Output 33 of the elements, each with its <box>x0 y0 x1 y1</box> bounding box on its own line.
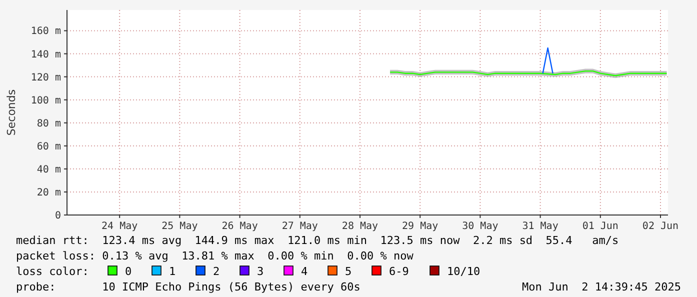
x-tick-label: 25 May <box>162 221 198 232</box>
x-tick-label: 24 May <box>102 221 138 232</box>
y-tick-label: 160 m <box>30 26 61 38</box>
y-tick-label: 120 m <box>30 72 61 84</box>
x-tick-label: 30 May <box>462 221 498 232</box>
legend-label: 5 <box>345 265 352 278</box>
text: packet loss: 0.13 % avg 13.81 % max 0.00 % min 0.00 % now <box>16 250 414 262</box>
y-tick-label: 60 m <box>36 141 61 152</box>
y-tick-label: 0 <box>54 210 61 222</box>
y-tick-label: 80 m <box>36 118 61 130</box>
x-tick-label: 27 May <box>282 221 318 232</box>
y-tick-label: 20 m <box>36 187 61 198</box>
y-tick-label: 100 m <box>30 95 61 106</box>
text: probe: 10 ICMP Echo Pings (56 Bytes) every 60s <box>16 280 360 294</box>
legend-label: 10/10 <box>447 265 480 278</box>
x-tick-label: 31 May <box>522 221 558 232</box>
text: Mon Jun 2 14:39:45 2025 <box>522 280 681 294</box>
legend-title: loss color: <box>16 265 89 278</box>
text: median rtt: 123.4 ms avg 144.9 ms max 121.0 ms min 123.5 ms now 2.2 ms sd 55.4 am/s <box>16 234 619 247</box>
legend-label: 4 <box>301 265 308 278</box>
legend-label: 6-9 <box>389 265 409 278</box>
legend-label: 1 <box>169 265 176 278</box>
y-axis-title: Seconds <box>5 89 18 136</box>
x-tick-label: 01 Jun <box>582 221 618 232</box>
legend-label: 2 <box>213 265 220 278</box>
x-tick-label: 29 May <box>402 221 438 232</box>
x-tick-label: 26 May <box>222 221 258 232</box>
legend-label: 0 <box>125 265 132 278</box>
x-tick-label: 28 May <box>342 221 378 232</box>
x-tick-label: 02 Jun <box>642 221 679 232</box>
y-tick-label: 140 m <box>30 49 61 60</box>
y-tick-label: 40 m <box>36 164 61 176</box>
legend-label: 3 <box>257 265 264 278</box>
